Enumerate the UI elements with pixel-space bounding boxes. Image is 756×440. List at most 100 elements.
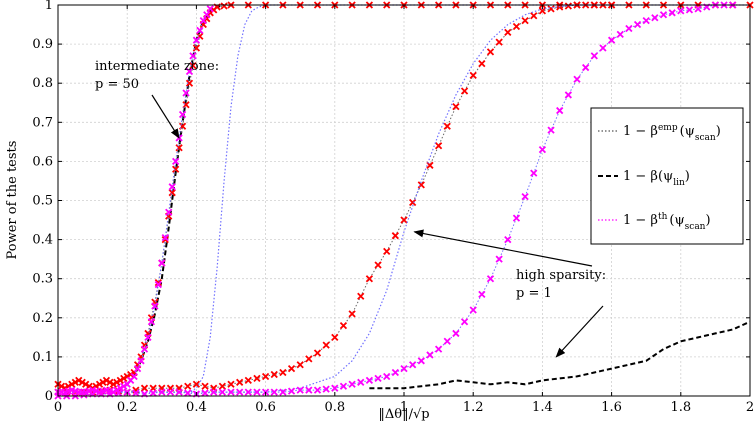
data-point-marker <box>236 388 244 396</box>
data-point-marker <box>279 388 287 396</box>
data-point-marker <box>116 384 124 392</box>
legend-label: 1 − βth (ψscan) <box>623 212 711 232</box>
data-point-marker <box>140 345 149 353</box>
data-point-marker <box>189 52 197 60</box>
annotation-sparsity-line2: p = 1 <box>516 286 552 301</box>
data-point-marker <box>504 28 512 37</box>
data-point-marker <box>127 370 135 379</box>
ticks: 0 0.2 0.4 0.6 0.8 1 1.2 1.4 1.6 1.8 2 0 0.1 0.2 0.3 0.4… <box>32 0 754 415</box>
data-point-marker <box>339 382 348 390</box>
data-point-marker <box>677 7 685 15</box>
y-tick-label: 0.3 <box>32 272 53 287</box>
data-point-marker <box>590 52 598 60</box>
y-tick-label: 1 <box>45 0 53 13</box>
data-point-marker <box>227 388 235 396</box>
data-point-marker <box>287 387 296 395</box>
data-point-marker <box>443 337 451 345</box>
data-point-marker <box>495 38 503 46</box>
data-point-marker <box>313 386 322 394</box>
data-point-marker <box>185 67 194 76</box>
data-point-marker <box>625 24 633 33</box>
data-point-marker <box>521 17 529 25</box>
x-tick-label: 0.8 <box>324 400 345 415</box>
data-point-marker <box>113 386 121 394</box>
data-point-marker <box>244 388 252 396</box>
y-tick-label: 0.2 <box>32 311 53 326</box>
data-point-marker <box>149 389 157 397</box>
data-point-marker <box>322 341 330 349</box>
data-point-marker <box>651 14 659 22</box>
data-point-marker <box>120 382 128 390</box>
data-point-marker <box>158 259 166 267</box>
series-thm_p1 <box>54 1 737 400</box>
x-tick-label: 1 <box>400 400 408 415</box>
data-point-marker <box>556 106 564 115</box>
data-point-marker <box>668 9 676 17</box>
data-point-marker <box>633 20 642 29</box>
data-point-marker <box>95 380 104 388</box>
legend-entry-1: 1 − β(ψlin) <box>598 169 690 188</box>
data-point-marker <box>206 5 214 13</box>
data-point-marker <box>348 310 356 318</box>
data-point-marker <box>201 382 209 390</box>
data-point-marker <box>331 384 339 392</box>
data-point-marker <box>512 214 521 222</box>
data-point-marker <box>113 378 121 386</box>
data-point-marker <box>659 11 668 19</box>
data-point-marker <box>75 376 83 384</box>
data-point-marker <box>469 71 477 80</box>
data-point-marker <box>305 386 313 394</box>
annotation-arrow <box>555 305 604 358</box>
data-point-marker <box>185 79 194 87</box>
data-point-marker <box>147 318 156 326</box>
data-point-marker <box>161 234 169 242</box>
data-point-marker <box>391 232 399 240</box>
data-point-marker <box>154 280 162 289</box>
data-point-marker <box>426 351 434 359</box>
data-point-marker <box>57 382 66 390</box>
data-point-marker <box>417 357 425 365</box>
data-point-marker <box>547 126 555 134</box>
annotation-intermediate-line1: intermediate zone: <box>95 59 219 74</box>
data-point-marker <box>452 329 460 338</box>
x-tick-label: 2 <box>746 400 754 415</box>
data-point-marker <box>495 255 503 263</box>
data-point-marker <box>409 361 417 369</box>
annotation-arrow <box>151 94 180 139</box>
annotations: intermediate zone: p = 50 high sparsity:… <box>95 59 606 358</box>
x-tick-label: 1.4 <box>532 400 553 415</box>
x-tick-label: 1.6 <box>601 400 622 415</box>
data-point-marker <box>168 183 176 191</box>
x-tick-label: 0.6 <box>255 400 276 415</box>
data-point-marker <box>357 292 365 300</box>
data-point-marker <box>184 389 192 397</box>
data-point-marker <box>599 44 607 52</box>
x-axis-label: ‖Δθ‖/√p <box>378 407 429 422</box>
data-point-marker <box>227 380 235 388</box>
data-point-marker <box>182 89 190 97</box>
y-tick-label: 0.6 <box>32 154 53 169</box>
data-point-marker <box>99 378 107 386</box>
data-point-marker <box>443 122 451 130</box>
data-point-marker <box>218 382 226 390</box>
data-point-marker <box>68 380 76 388</box>
data-point-marker <box>694 5 702 13</box>
data-point-marker <box>460 318 469 326</box>
data-point-marker <box>109 388 117 396</box>
data-point-marker <box>192 380 201 388</box>
data-point-marker <box>270 388 278 396</box>
annotation-arrow <box>413 229 593 267</box>
data-point-marker <box>199 17 207 25</box>
x-tick-label: 0.2 <box>117 400 138 415</box>
y-tick-label: 0.5 <box>32 194 53 209</box>
data-point-marker <box>564 2 572 10</box>
data-point-marker <box>478 60 486 68</box>
data-point-marker <box>220 2 228 10</box>
x-tick-label: 1.8 <box>670 400 691 415</box>
data-point-marker <box>175 144 183 152</box>
data-point-marker <box>383 247 391 255</box>
data-point-marker <box>71 378 79 386</box>
data-point-marker <box>178 110 187 119</box>
data-point-marker <box>486 48 495 56</box>
data-point-marker <box>469 306 477 314</box>
